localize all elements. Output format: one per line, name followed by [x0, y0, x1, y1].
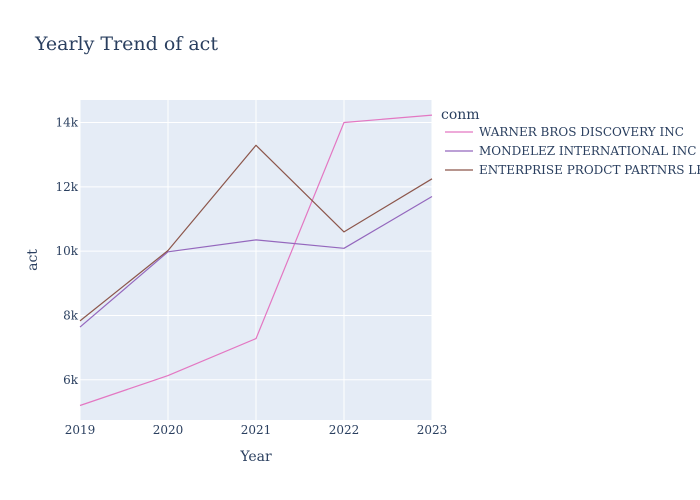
legend-item[interactable]: MONDELEZ INTERNATIONAL INC — [445, 144, 696, 158]
x-axis-title: Year — [239, 449, 272, 465]
y-tick-label: 6k — [63, 373, 79, 387]
y-axis-title: act — [25, 249, 41, 271]
grid — [79, 100, 433, 420]
tick-labels: 2019 2020 2021 2022 2023 6k 8k 10k 12k 14k — [55, 116, 447, 437]
x-tick-label: 2019 — [65, 423, 96, 437]
legend-item[interactable]: WARNER BROS DISCOVERY INC — [445, 125, 684, 139]
y-tick-label: 8k — [63, 308, 79, 322]
legend-label: WARNER BROS DISCOVERY INC — [479, 125, 684, 139]
x-tick-label: 2020 — [153, 423, 184, 437]
series-lines — [79, 114, 433, 407]
y-tick-label: 14k — [55, 116, 78, 130]
series-line — [79, 195, 433, 328]
series-line — [79, 114, 433, 407]
series-line — [79, 144, 433, 322]
legend-title: conm — [441, 107, 480, 123]
chart-title: Yearly Trend of act — [34, 33, 218, 55]
x-tick-label: 2021 — [241, 423, 272, 437]
legend-item[interactable]: ENTERPRISE PRODCT PARTNRS LP — [445, 163, 700, 177]
x-tick-label: 2022 — [329, 423, 360, 437]
legend-label: MONDELEZ INTERNATIONAL INC — [479, 144, 696, 158]
legend-label: ENTERPRISE PRODCT PARTNRS LP — [479, 163, 700, 177]
y-tick-label: 10k — [55, 244, 78, 258]
legend: conm WARNER BROS DISCOVERY INC MONDELEZ I… — [441, 107, 700, 177]
y-tick-label: 12k — [55, 180, 78, 194]
x-tick-label: 2023 — [417, 423, 448, 437]
